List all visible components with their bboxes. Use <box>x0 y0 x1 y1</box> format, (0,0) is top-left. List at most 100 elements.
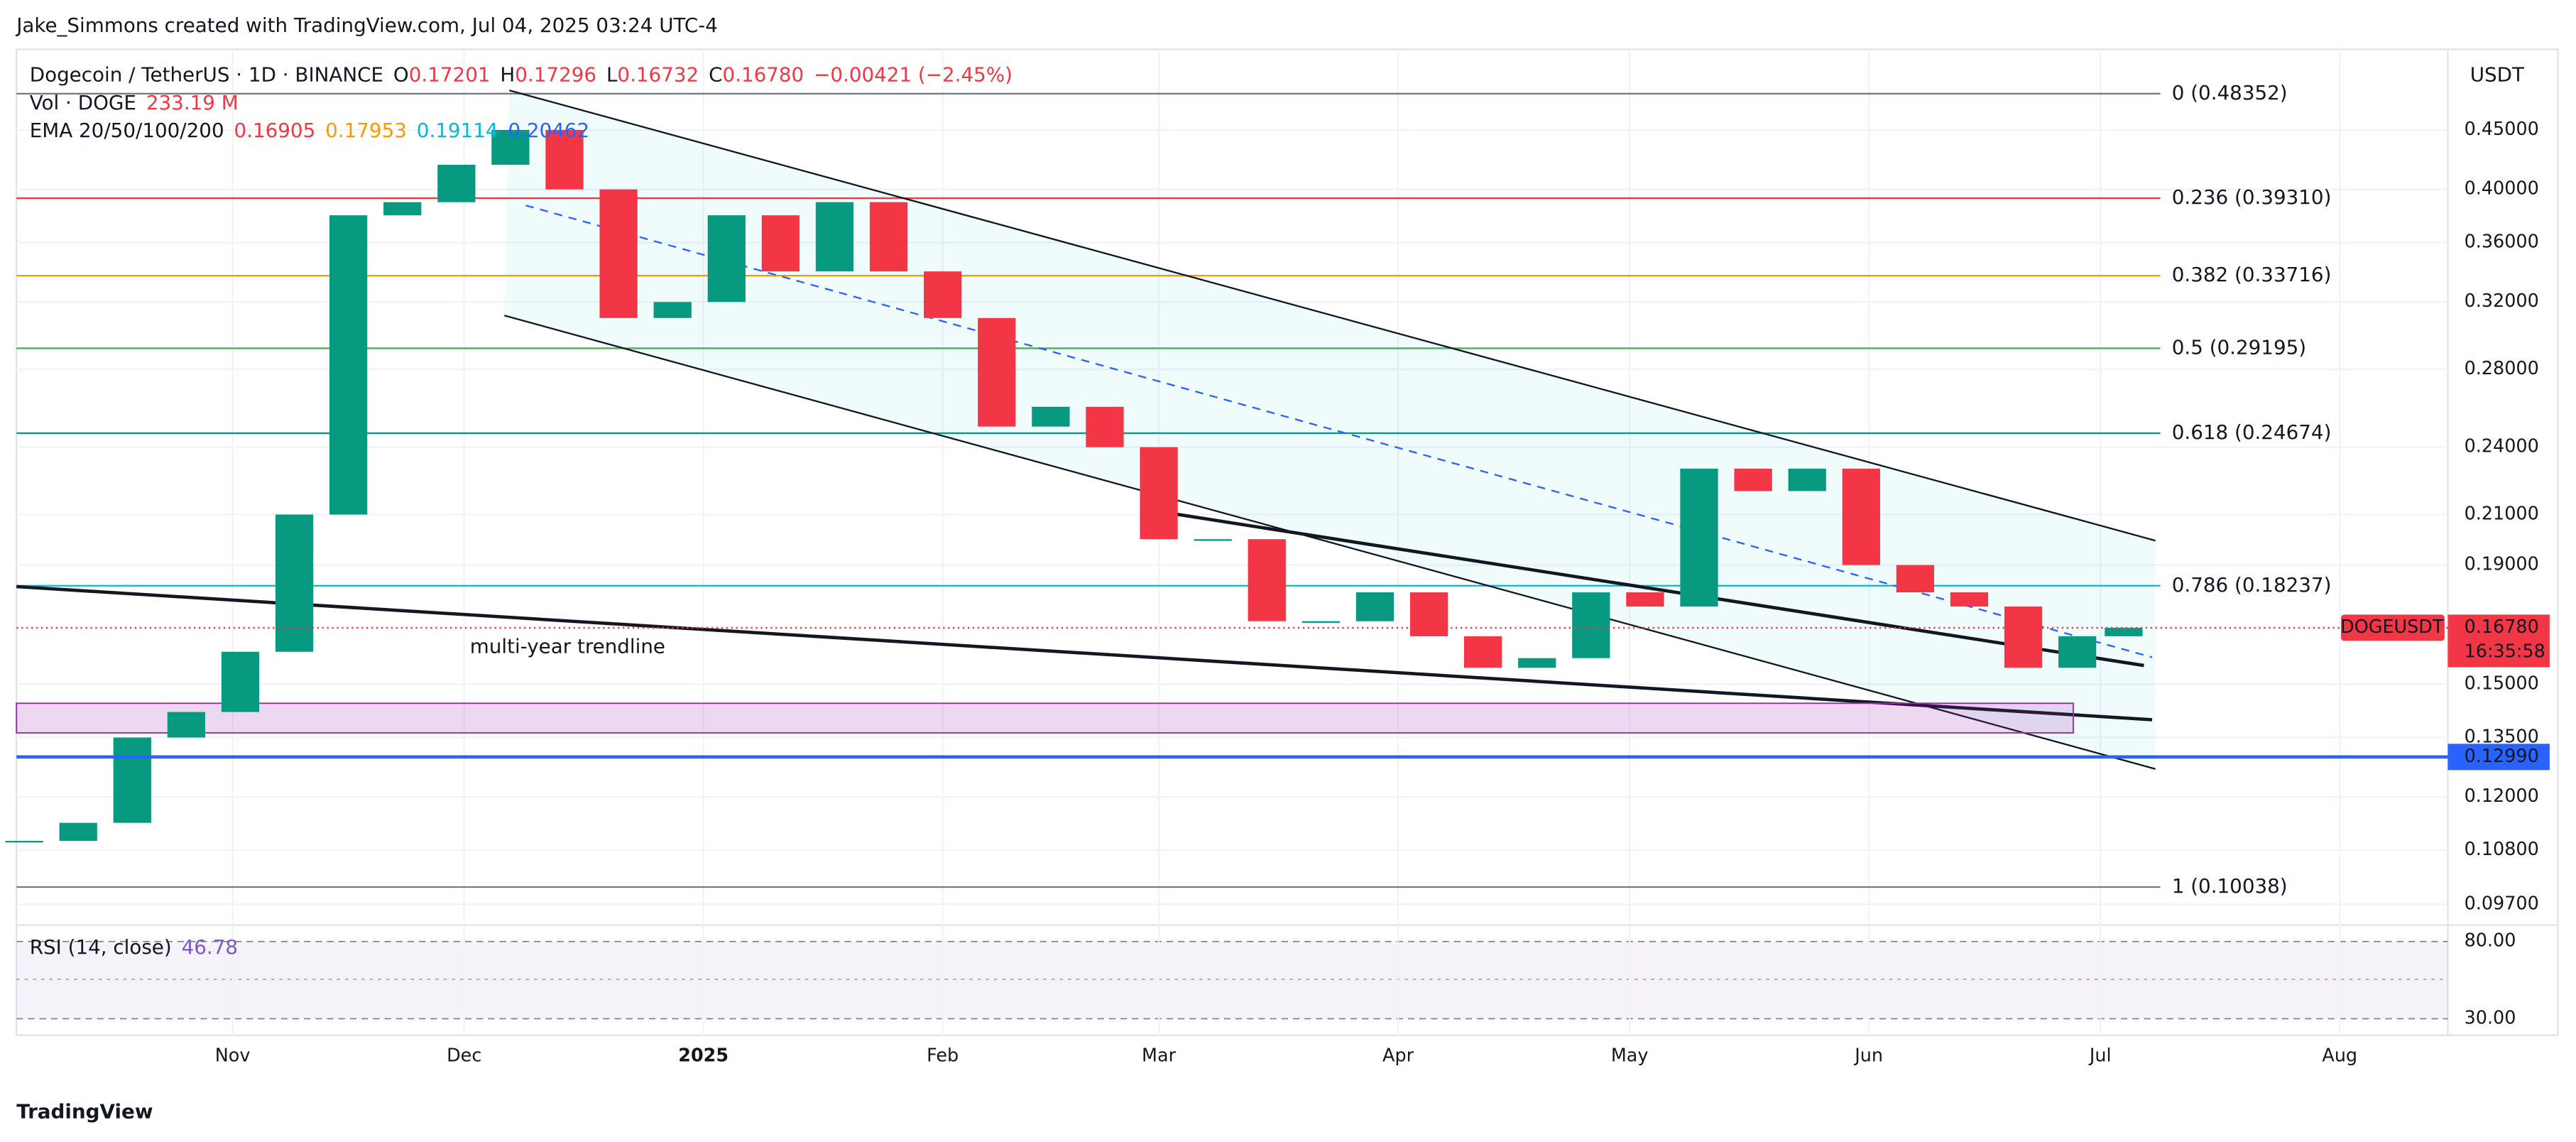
attribution: Jake_Simmons created with TradingView.co… <box>15 13 718 37</box>
volume-value: 233.19 M <box>146 91 239 114</box>
ema-label: EMA 20/50/100/200 <box>30 119 224 142</box>
candle <box>167 712 206 738</box>
candle <box>2105 627 2143 636</box>
channel-mid <box>525 205 2153 658</box>
symbol: Dogecoin / TetherUS · 1D · BINANCE <box>30 62 383 86</box>
price-tag <box>2447 614 2550 668</box>
channel-upper <box>509 89 2156 542</box>
candle <box>1086 406 1124 447</box>
candle <box>5 840 43 843</box>
candle <box>1140 447 1178 540</box>
candle <box>1896 565 1935 593</box>
candle <box>275 514 314 652</box>
x-tick-label: May <box>1611 1045 1649 1067</box>
fib-label: 0.786 (0.18237) <box>2172 573 2332 597</box>
symbol-legend: Dogecoin / TetherUS · 1D · BINANCE O0.172… <box>30 62 1013 86</box>
y-tick-label: 0.10800 <box>2465 839 2539 860</box>
candle <box>924 271 962 318</box>
rsi-label: RSI (14, close) <box>30 935 172 959</box>
brand: TradingView <box>16 1099 153 1123</box>
rsi-value: 46.78 <box>182 935 238 959</box>
rsi-tick-label: 30.00 <box>2465 1007 2516 1028</box>
candle <box>1680 468 1718 607</box>
candle <box>1409 592 1448 636</box>
candle <box>815 202 854 272</box>
y-tick-label: 0.36000 <box>2465 232 2539 253</box>
x-tick-label: Feb <box>927 1045 959 1067</box>
candle <box>761 215 800 272</box>
candle <box>491 129 530 165</box>
countdown: 16:35:58 <box>2465 641 2545 663</box>
currency: USDT <box>2470 62 2525 86</box>
ohlc-key: C <box>709 62 722 86</box>
trendline <box>1166 511 2144 668</box>
x-tick-label: Nov <box>215 1045 251 1067</box>
candle <box>653 302 692 318</box>
candle <box>1788 468 1826 491</box>
ema-value: 0.19114 <box>417 119 498 142</box>
x-tick-label: 2025 <box>678 1045 728 1067</box>
ohlc-key: O <box>393 62 409 86</box>
y-tick-label: 0.40000 <box>2465 178 2539 200</box>
candle <box>1194 539 1232 541</box>
symbol-tag <box>2341 614 2445 641</box>
candle <box>1301 621 1340 623</box>
ohlc-value: 0.17296 <box>515 62 596 86</box>
support-tag <box>2447 744 2550 771</box>
x-tick-label: Aug <box>2322 1045 2357 1067</box>
candle <box>329 215 368 515</box>
candle <box>1355 592 1395 621</box>
ema-value: 0.17953 <box>325 119 407 142</box>
rsi-legend: RSI (14, close) 46.78 <box>30 935 238 959</box>
symbol-tag-label: DOGEUSDT <box>2340 616 2444 638</box>
y-tick-label: 0.09700 <box>2465 893 2539 914</box>
y-tick-label: 0.45000 <box>2465 119 2539 140</box>
candle <box>1572 592 1610 658</box>
candle <box>1248 539 1286 621</box>
y-tick-label: 0.28000 <box>2465 358 2539 379</box>
ohlc-key: L <box>606 62 618 86</box>
candle <box>1032 406 1070 427</box>
ohlc: O0.17201 H0.17296 L0.16732 C0.16780 <box>393 62 804 86</box>
y-tick-label: 0.21000 <box>2465 504 2539 525</box>
candle <box>221 651 260 712</box>
candle <box>1626 592 1664 607</box>
ema-legend: EMA 20/50/100/200 0.16905 0.17953 0.19114 0.… <box>30 119 589 142</box>
fib-label: 0.618 (0.24674) <box>2172 420 2332 444</box>
multi-year-trendline <box>16 584 2153 722</box>
candle <box>1842 468 1880 565</box>
annotation: multi-year trendline <box>470 635 665 658</box>
x-tick-label: Dec <box>447 1045 481 1067</box>
ohlc-value: 0.17201 <box>409 62 491 86</box>
ohlc-key: H <box>500 62 515 86</box>
change: −0.00421 (−2.45%) <box>814 62 1013 86</box>
candle <box>599 189 638 318</box>
volume-legend: Vol · DOGE 233.19 M <box>30 91 239 114</box>
y-tick-label: 0.24000 <box>2465 436 2539 457</box>
price-tag-label: 0.16780 <box>2465 616 2539 638</box>
fib-label: 0.5 (0.29195) <box>2172 335 2306 359</box>
fib-label: 0.236 (0.39310) <box>2172 185 2332 209</box>
candle <box>545 129 584 190</box>
demand-zone <box>16 702 2074 734</box>
candle <box>707 215 746 303</box>
ohlc-value: 0.16780 <box>722 62 804 86</box>
candle <box>1518 658 1556 668</box>
rsi-tick-label: 80.00 <box>2465 930 2516 952</box>
y-tick-label: 0.19000 <box>2465 554 2539 575</box>
y-tick-label: 0.32000 <box>2465 290 2539 312</box>
x-tick-label: Jul <box>2088 1045 2112 1067</box>
x-tick-label: Jun <box>1853 1045 1883 1067</box>
candle <box>437 165 476 202</box>
chart-frame <box>16 48 2559 1036</box>
candle <box>2058 636 2097 668</box>
y-tick-label: 0.15000 <box>2465 673 2539 695</box>
candle <box>113 737 151 823</box>
candle <box>59 822 97 841</box>
y-tick-label: 0.12000 <box>2465 785 2539 807</box>
ema-value: 0.16905 <box>234 119 316 142</box>
candle <box>1950 592 1989 607</box>
candle <box>2004 607 2043 668</box>
